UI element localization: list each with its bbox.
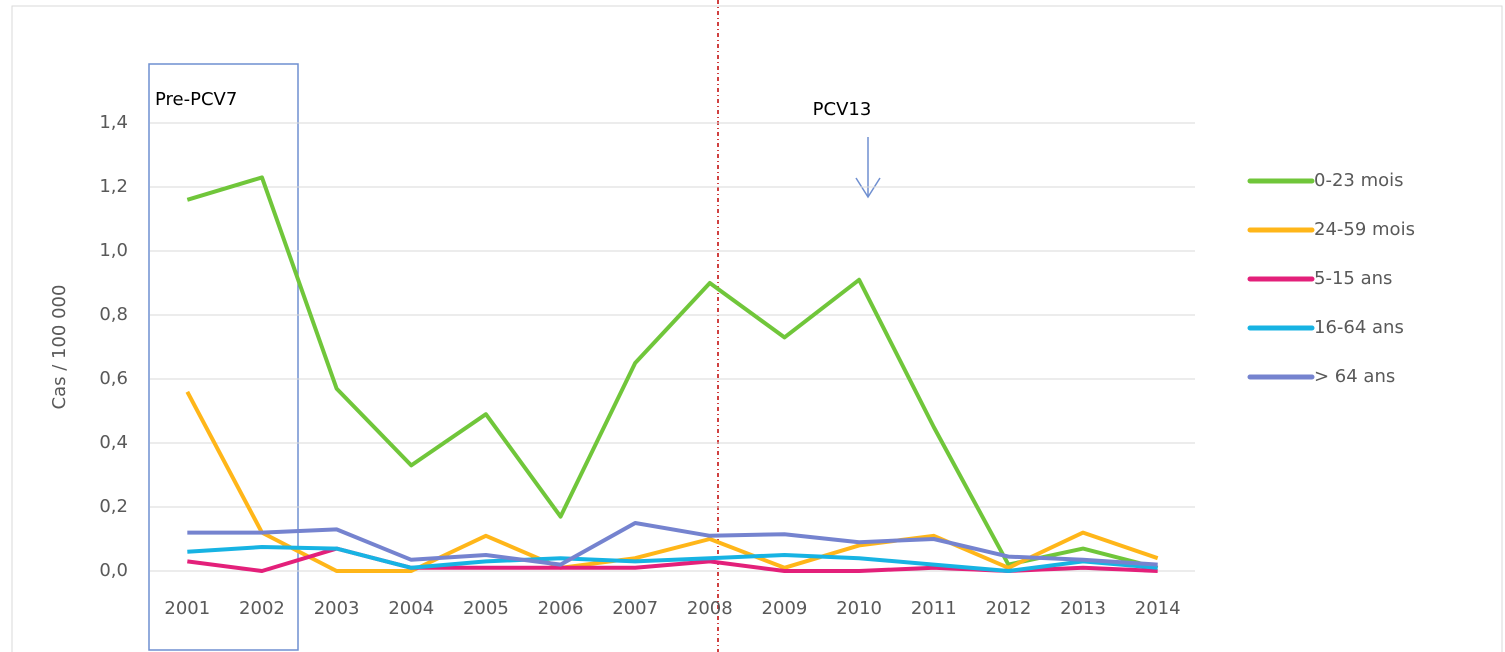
y-tick-label: 1,4 — [99, 112, 128, 133]
y-tick-label: 0,0 — [99, 560, 128, 581]
pre-pcv7-box — [148, 63, 299, 651]
legend-label: 24-59 mois — [1314, 219, 1415, 240]
x-tick-label: 2006 — [538, 598, 584, 619]
legend-label: > 64 ans — [1314, 366, 1395, 387]
x-tick-label: 2001 — [164, 598, 210, 619]
x-tick-label: 2012 — [985, 598, 1031, 619]
x-tick-label: 2002 — [239, 598, 285, 619]
chart-border — [11, 5, 1503, 652]
annotation: PCV13 — [813, 99, 872, 120]
x-tick-label: 2013 — [1060, 598, 1106, 619]
legend-label: 0-23 mois — [1314, 170, 1404, 191]
line — [187, 545, 1158, 573]
x-tick-label: 2007 — [612, 598, 658, 619]
y-tick-label: 0,6 — [99, 368, 128, 389]
x-tick-label: 2010 — [836, 598, 882, 619]
line — [186, 175, 1159, 570]
y-tick-label: 0,4 — [99, 432, 128, 453]
x-tick-label: 2014 — [1135, 598, 1181, 619]
y-tick-label: 0,8 — [99, 304, 128, 325]
x-tick-label: 2003 — [314, 598, 360, 619]
x-tick-label: 2004 — [388, 598, 434, 619]
annotation: Pre-PCV7 — [155, 89, 237, 110]
arrow — [855, 137, 881, 199]
y-axis-label: Cas / 100 000 — [49, 285, 70, 410]
line — [187, 521, 1158, 567]
y-tick-label: 1,2 — [99, 176, 128, 197]
x-tick-label: 2008 — [687, 598, 733, 619]
x-tick-label: 2009 — [762, 598, 808, 619]
legend-label: 5-15 ans — [1314, 268, 1392, 289]
legend-label: 16-64 ans — [1314, 317, 1404, 338]
y-tick-label: 1,0 — [99, 240, 128, 261]
x-tick-label: 2011 — [911, 598, 957, 619]
y-tick-label: 0,2 — [99, 496, 128, 517]
x-tick-label: 2005 — [463, 598, 509, 619]
line — [185, 390, 1159, 573]
